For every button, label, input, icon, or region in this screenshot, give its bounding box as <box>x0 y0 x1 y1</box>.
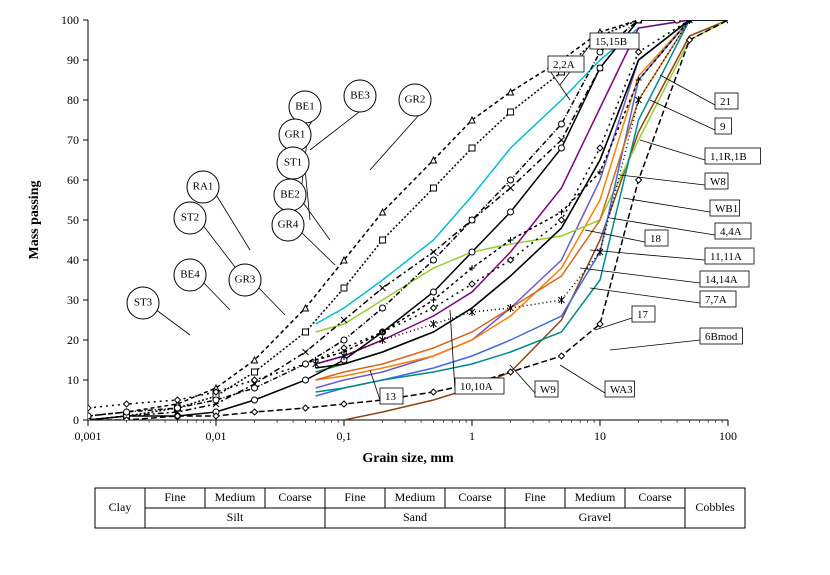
series-s9 <box>316 20 728 380</box>
svg-text:11,11A: 11,11A <box>710 251 742 263</box>
svg-text:BE2: BE2 <box>280 189 300 201</box>
series-s7 <box>316 20 728 396</box>
svg-text:Coarse: Coarse <box>638 490 671 504</box>
svg-text:ST2: ST2 <box>181 212 199 224</box>
svg-text:W8: W8 <box>710 176 726 188</box>
svg-text:Medium: Medium <box>395 490 436 504</box>
svg-text:80: 80 <box>67 93 79 107</box>
svg-text:10,10A: 10,10A <box>460 381 493 393</box>
svg-text:70: 70 <box>67 133 79 147</box>
svg-text:BE3: BE3 <box>350 90 370 102</box>
svg-text:W9: W9 <box>540 384 556 396</box>
svg-text:ST1: ST1 <box>284 157 302 169</box>
series-s3 <box>316 20 728 380</box>
svg-text:Cobbles: Cobbles <box>695 500 735 514</box>
svg-text:Mass passing: Mass passing <box>27 181 42 260</box>
svg-text:4,4A: 4,4A <box>720 226 742 238</box>
series-s4 <box>316 20 728 372</box>
svg-text:Clay: Clay <box>109 500 132 514</box>
svg-text:30: 30 <box>67 293 79 307</box>
svg-text:ST3: ST3 <box>134 297 153 309</box>
svg-text:15,15B: 15,15B <box>595 36 627 48</box>
svg-text:9: 9 <box>720 121 726 133</box>
svg-text:1,1R,1B: 1,1R,1B <box>710 151 747 163</box>
svg-text:100: 100 <box>61 13 79 27</box>
series-s2 <box>316 20 728 388</box>
svg-text:6Bmod: 6Bmod <box>705 331 738 343</box>
svg-text:Coarse: Coarse <box>458 490 491 504</box>
svg-text:Fine: Fine <box>344 490 365 504</box>
svg-text:0,001: 0,001 <box>75 429 102 443</box>
svg-text:Fine: Fine <box>164 490 185 504</box>
svg-text:7,7A: 7,7A <box>705 294 727 306</box>
svg-text:1: 1 <box>469 429 475 443</box>
svg-text:60: 60 <box>67 173 79 187</box>
svg-text:10: 10 <box>594 429 606 443</box>
grain-class-table: Clay Fine Medium Coarse Silt Fine Medium Coarse… <box>95 488 745 528</box>
svg-text:90: 90 <box>67 53 79 67</box>
series-b10 <box>316 20 728 368</box>
svg-text:17: 17 <box>637 309 649 321</box>
svg-text:GR4: GR4 <box>278 219 299 231</box>
svg-text:Silt: Silt <box>227 510 244 524</box>
svg-text:WB1: WB1 <box>715 203 738 215</box>
svg-text:18: 18 <box>650 233 662 245</box>
svg-text:BE1: BE1 <box>295 101 315 113</box>
svg-text:100: 100 <box>719 429 737 443</box>
svg-text:Fine: Fine <box>524 490 545 504</box>
svg-text:40: 40 <box>67 253 79 267</box>
grain-size-chart: 0 10 20 30 40 50 60 70 80 90 100 0,001 0,01 0,1 1 10 100… <box>0 0 830 570</box>
svg-text:14,14A: 14,14A <box>705 274 738 286</box>
svg-text:Sand: Sand <box>403 510 427 524</box>
svg-text:13: 13 <box>385 391 397 403</box>
svg-text:WA3: WA3 <box>610 384 633 396</box>
svg-text:GR3: GR3 <box>235 274 256 286</box>
svg-text:Grain size, mm: Grain size, mm <box>362 451 454 466</box>
svg-text:0: 0 <box>73 413 79 427</box>
svg-text:10: 10 <box>67 373 79 387</box>
svg-text:BE4: BE4 <box>180 269 200 281</box>
svg-text:Gravel: Gravel <box>579 510 612 524</box>
svg-text:Medium: Medium <box>575 490 616 504</box>
svg-text:RA1: RA1 <box>193 181 214 193</box>
svg-text:50: 50 <box>67 213 79 227</box>
svg-text:2,2A: 2,2A <box>553 59 575 71</box>
svg-text:GR1: GR1 <box>285 129 306 141</box>
svg-text:21: 21 <box>720 96 731 108</box>
svg-text:GR2: GR2 <box>405 94 426 106</box>
svg-text:0,01: 0,01 <box>206 429 227 443</box>
svg-text:0,1: 0,1 <box>337 429 352 443</box>
svg-text:Medium: Medium <box>215 490 256 504</box>
svg-text:20: 20 <box>67 333 79 347</box>
svg-text:Coarse: Coarse <box>278 490 311 504</box>
